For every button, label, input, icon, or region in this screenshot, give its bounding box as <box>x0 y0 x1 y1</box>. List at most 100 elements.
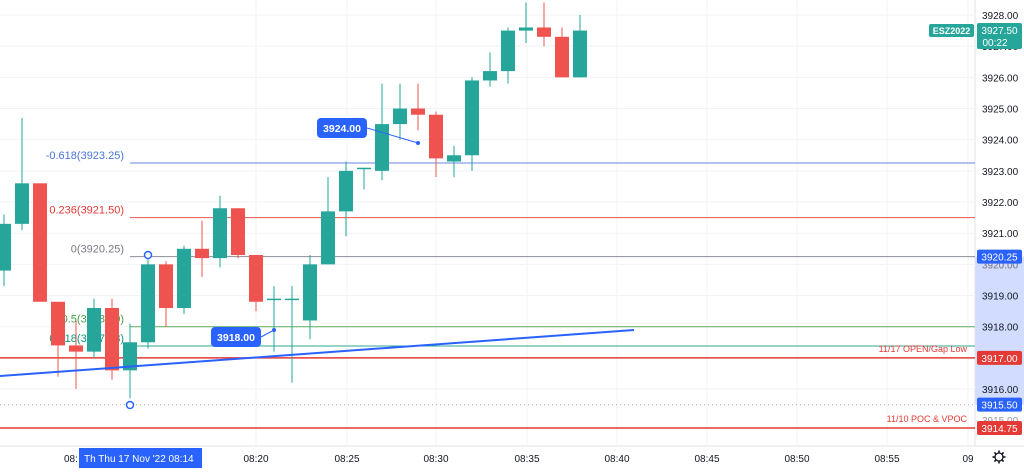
price-callout-pointer <box>260 329 275 338</box>
candle-body <box>555 36 569 78</box>
price-axis-marker[interactable]: 3915.50 <box>977 397 1022 412</box>
price-callout[interactable]: 3918.00 <box>211 327 276 347</box>
gear-tooth <box>993 451 997 455</box>
candle-body <box>195 248 209 259</box>
candle-body <box>483 71 497 81</box>
price-callout-box <box>211 327 261 347</box>
price-callout-text: 3924.00 <box>323 123 361 135</box>
candle-body <box>321 211 335 265</box>
crosshair-time-text: Th Thu 17 Nov '22 08:14 <box>84 454 194 465</box>
candle[interactable] <box>519 2 533 44</box>
candle[interactable] <box>375 83 389 181</box>
candle[interactable] <box>51 301 65 377</box>
candle[interactable] <box>69 320 83 390</box>
y-tick-label: 3920.00 <box>982 260 1019 271</box>
candle[interactable] <box>213 195 227 268</box>
x-tick-label: 08:50 <box>784 454 809 465</box>
candle[interactable] <box>195 220 209 277</box>
candle-body <box>357 167 371 170</box>
fib-anchor-handle[interactable] <box>125 400 135 410</box>
candle[interactable] <box>285 286 299 383</box>
candle[interactable] <box>231 208 245 259</box>
y-tick-label-faded: 3920.00 <box>982 260 1019 271</box>
price-axis-marker-box <box>977 397 1022 412</box>
gear-tooth <box>1001 451 1005 455</box>
candle[interactable] <box>0 214 11 287</box>
candle-body <box>87 307 101 352</box>
candle[interactable] <box>483 52 497 87</box>
candle[interactable] <box>177 245 191 315</box>
x-tick-label: 08:55 <box>874 454 899 465</box>
candle[interactable] <box>357 167 371 190</box>
candle-body <box>213 208 227 259</box>
price-axis-marker[interactable]: 3914.75 <box>977 421 1022 436</box>
candle[interactable] <box>339 161 353 237</box>
price-callout-dot <box>416 141 420 145</box>
candle-body <box>573 30 587 78</box>
x-tick-label: 08:25 <box>334 454 359 465</box>
price-axis-marker-text: 3917.00 <box>981 354 1018 365</box>
last-price-value: 3927.50 <box>981 26 1018 37</box>
y-tick-label: 3921.00 <box>982 229 1019 240</box>
bar-countdown: 00:22 <box>982 38 1007 49</box>
candle-body <box>519 27 533 31</box>
candle-body <box>105 307 119 371</box>
candle-body <box>159 264 173 308</box>
candle-body <box>537 27 551 37</box>
crosshair-time-box <box>79 448 202 468</box>
candle[interactable] <box>267 286 281 352</box>
trendline[interactable] <box>0 329 635 377</box>
candle-body <box>375 124 389 171</box>
candle[interactable] <box>411 83 425 131</box>
support-line-label: 11/17 OPEN/Gap Low <box>879 344 968 354</box>
candle[interactable] <box>465 77 479 171</box>
candle[interactable] <box>33 183 47 302</box>
y-tick-label: 3923.00 <box>982 167 1019 178</box>
candle-body <box>123 342 137 371</box>
candle[interactable] <box>249 255 263 312</box>
fib-level-label: -0.618(3923.25) <box>46 150 124 162</box>
price-axis-marker[interactable]: 3920.25 <box>977 249 1022 264</box>
candle[interactable] <box>159 261 173 327</box>
candle[interactable] <box>87 298 101 358</box>
candle-body <box>177 248 191 308</box>
candle[interactable] <box>123 323 137 399</box>
candle-body <box>141 264 155 343</box>
candle[interactable] <box>141 255 155 349</box>
y-tick-label: 3922.00 <box>982 198 1019 209</box>
price-axis-marker-text: 3915.50 <box>981 401 1018 412</box>
price-callout[interactable]: 3924.00 <box>317 118 420 145</box>
candle[interactable] <box>321 177 335 265</box>
x-tick-label: 08:20 <box>243 454 268 465</box>
price-callout-dot <box>272 328 276 332</box>
crosshair-time-label[interactable]: Th Thu 17 Nov '22 08:14 <box>79 448 202 468</box>
candle[interactable] <box>447 145 461 178</box>
settings-gear-icon[interactable] <box>992 450 1006 464</box>
candle[interactable] <box>105 298 119 380</box>
price-axis-marker[interactable]: 3917.00 <box>977 350 1022 365</box>
candle[interactable] <box>429 111 443 178</box>
last-price-badge <box>977 23 1022 49</box>
candle[interactable] <box>15 117 29 231</box>
candle-body <box>303 264 317 321</box>
x-tick-label: 08:40 <box>604 454 629 465</box>
candle[interactable] <box>501 27 515 84</box>
symbol-name: ESZ2022 <box>933 26 971 36</box>
candle-body <box>231 208 245 256</box>
candle[interactable] <box>573 15 587 78</box>
price-axis-marker-box <box>977 350 1022 365</box>
price-axis-marker-box <box>977 421 1022 436</box>
candle[interactable] <box>303 255 317 340</box>
candle[interactable] <box>555 27 569 78</box>
candle-body <box>51 301 65 346</box>
x-tick-label: 08:45 <box>694 454 719 465</box>
fib-level-label: 0(3920.25) <box>71 244 124 256</box>
fib-anchor-handle[interactable] <box>143 250 153 260</box>
candle[interactable] <box>393 83 407 140</box>
price-axis-marker-text: 3914.75 <box>981 424 1018 435</box>
candle[interactable] <box>537 2 551 47</box>
candle-body <box>501 30 515 72</box>
